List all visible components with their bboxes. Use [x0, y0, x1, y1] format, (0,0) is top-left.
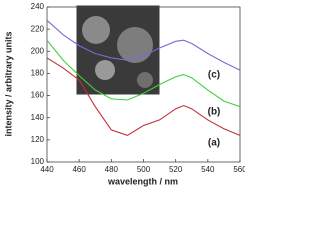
x-tick-label: 540: [201, 165, 215, 174]
y-tick-label: 180: [31, 69, 45, 78]
x-axis-title: wavelength / nm: [107, 176, 178, 186]
y-axis-title: intensity / arbitrary units: [3, 31, 13, 136]
y-tick-label: 100: [31, 157, 45, 166]
x-tick-label: 480: [105, 165, 119, 174]
inset-particle: [95, 60, 115, 80]
y-tick-label: 200: [31, 46, 45, 55]
chart: wavelength / nm intensity / arbitrary un…: [3, 2, 245, 186]
y-tick-label: 140: [31, 113, 45, 122]
x-tick-label: 500: [137, 165, 151, 174]
inset-particle: [117, 27, 153, 63]
x-tick-label: 460: [72, 165, 86, 174]
series-label: (a): [208, 138, 220, 149]
inset-particle: [137, 72, 153, 88]
x-tick-label: 560: [233, 165, 245, 174]
data-line: [46, 57, 241, 137]
x-tick-label: 520: [169, 165, 183, 174]
y-tick-label: 240: [31, 2, 45, 11]
y-tick-label: 220: [31, 24, 45, 33]
series-label: (c): [208, 70, 220, 81]
inset-particle: [82, 16, 110, 44]
y-tick-label: 160: [31, 91, 45, 100]
data-line: [46, 39, 241, 108]
y-tick-label: 120: [31, 135, 45, 144]
x-tick-label: 440: [40, 165, 54, 174]
series-label: (b): [208, 107, 221, 118]
data-line: [46, 19, 241, 71]
